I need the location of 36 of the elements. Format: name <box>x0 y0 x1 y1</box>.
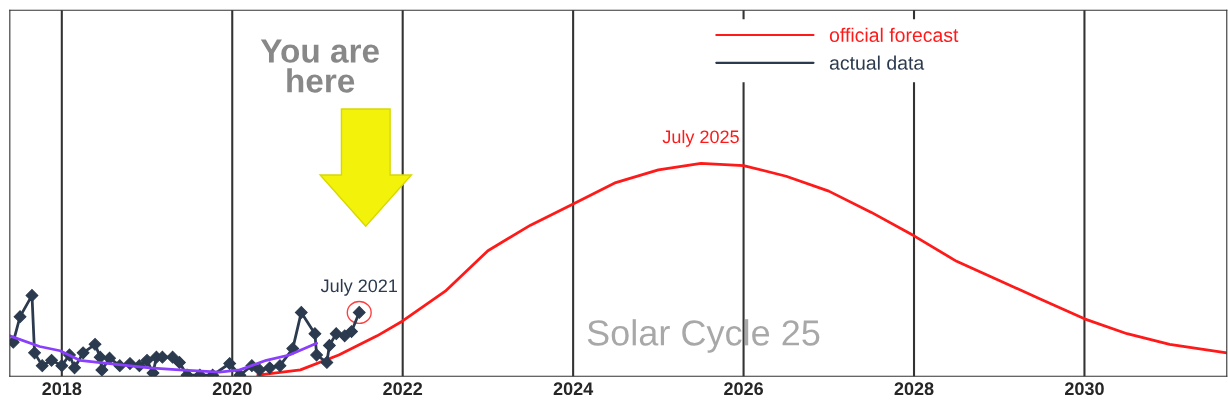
point <box>345 325 358 338</box>
point <box>68 361 81 375</box>
point <box>25 288 39 302</box>
point <box>146 366 160 377</box>
x-tick-label: 2020 <box>212 382 252 396</box>
x-tick-label: 2024 <box>553 382 594 396</box>
annotation: July 2021 <box>320 278 397 296</box>
annotation: July 2025 <box>662 129 739 147</box>
x-tick-label: 2018 <box>42 382 82 396</box>
text: official forecast <box>829 27 959 43</box>
point <box>273 359 287 373</box>
point <box>88 337 102 351</box>
point <box>140 353 154 367</box>
point <box>35 359 49 373</box>
point <box>28 346 41 360</box>
point <box>263 361 277 375</box>
point <box>322 339 336 352</box>
x-tick-label: 2026 <box>724 382 763 396</box>
text: actual data <box>829 55 925 70</box>
point <box>95 363 109 377</box>
point <box>173 356 186 369</box>
point <box>320 356 334 369</box>
point <box>45 353 58 367</box>
point <box>166 350 180 364</box>
point <box>308 327 322 341</box>
point <box>55 359 69 373</box>
point <box>310 348 324 362</box>
point <box>13 310 27 324</box>
point <box>253 363 266 377</box>
point <box>76 346 90 360</box>
point <box>223 357 237 370</box>
point <box>294 306 308 319</box>
text: You are here <box>260 39 379 93</box>
x-tick-label: 2030 <box>1065 382 1104 396</box>
x-tick-label: 2028 <box>894 382 934 396</box>
x-tick-label: 2022 <box>383 382 423 396</box>
